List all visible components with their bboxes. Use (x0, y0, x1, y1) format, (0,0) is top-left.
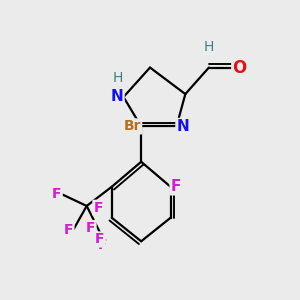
Text: N: N (111, 89, 124, 104)
Text: F: F (93, 201, 103, 215)
Text: H: H (204, 40, 214, 54)
Text: F: F (52, 187, 62, 201)
Text: F: F (171, 179, 181, 194)
Text: F: F (64, 223, 74, 236)
Text: N: N (176, 119, 189, 134)
Text: O: O (232, 58, 247, 76)
Text: F: F (98, 238, 107, 252)
Text: Br: Br (124, 119, 141, 134)
Text: H: H (113, 71, 124, 85)
Text: F: F (86, 221, 95, 235)
Text: F: F (95, 232, 105, 246)
